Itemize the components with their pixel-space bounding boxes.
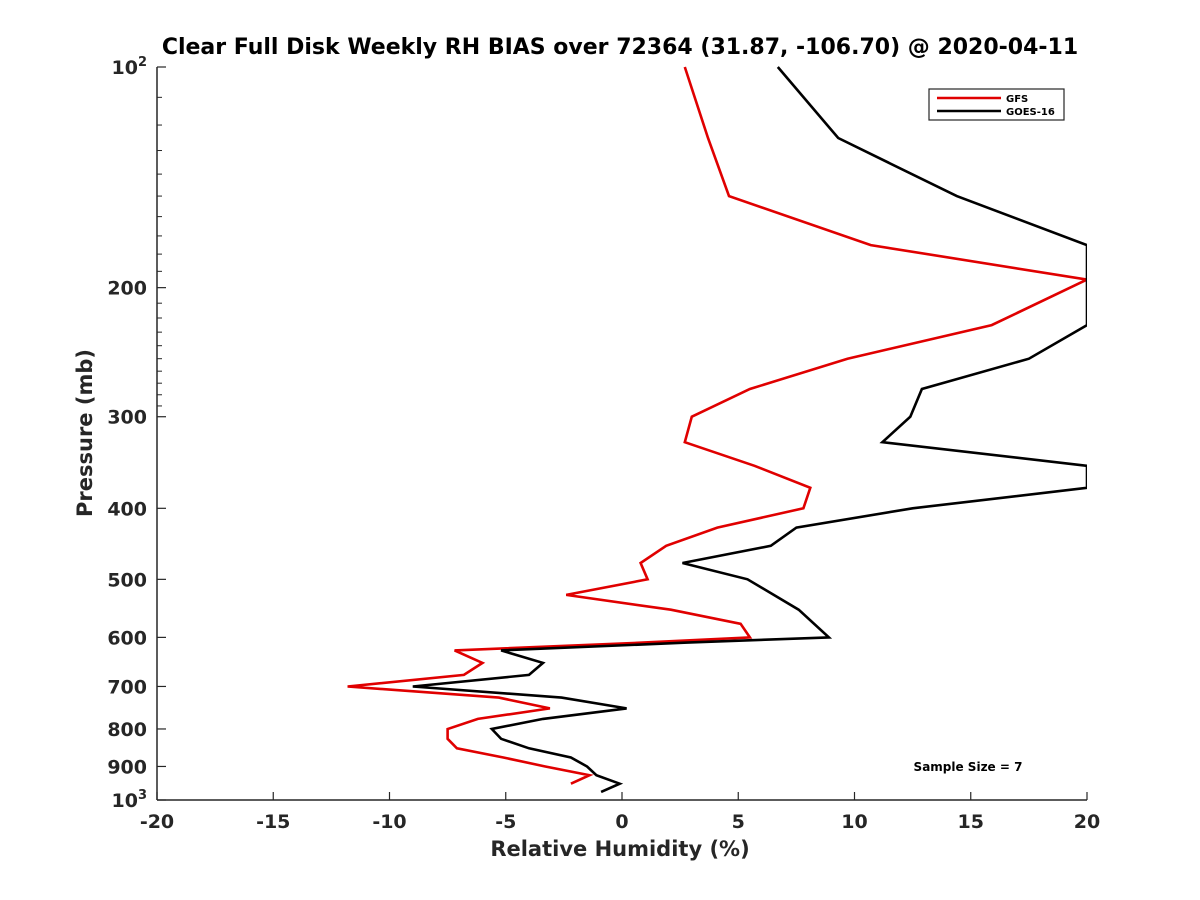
- y-tick-label: 900: [107, 756, 147, 778]
- series-layer: [347, 66, 1087, 794]
- y-tick-label: 800: [107, 719, 147, 741]
- y-tick-label: 600: [107, 627, 147, 649]
- x-tick-label: -20: [140, 811, 174, 833]
- x-tick-label: 15: [958, 811, 984, 833]
- y-tick-label: 103: [112, 788, 148, 812]
- x-tick-label: -5: [495, 811, 516, 833]
- x-tick-label: 0: [615, 811, 628, 833]
- sample-size-annotation: Sample Size = 7: [914, 760, 1023, 774]
- y-axis-label: Pressure (mb): [73, 349, 97, 517]
- x-ticks: -20 -15 -10 -5 0 5 10 15 20: [140, 792, 1100, 833]
- series-line-gfs: [347, 66, 1087, 785]
- legend-label: GFS: [1006, 94, 1028, 105]
- legend-box: [928, 88, 1065, 121]
- y-tick-label: 400: [107, 498, 147, 520]
- legend-label: GOES-16: [1006, 107, 1055, 118]
- chart-title: Clear Full Disk Weekly RH BIAS over 7236…: [162, 35, 1078, 60]
- y-tick-label: 500: [107, 569, 147, 591]
- x-tick-label: 20: [1074, 811, 1100, 833]
- y-tick-label: 200: [107, 278, 147, 300]
- x-tick-label: -10: [372, 811, 406, 833]
- y-tick-label: 102: [112, 55, 148, 79]
- y-tick-label: 700: [107, 676, 147, 698]
- y-tick-label: 300: [107, 407, 147, 429]
- x-tick-label: 10: [841, 811, 867, 833]
- legend: GFS GOES-16: [928, 88, 1065, 121]
- x-axis-label: Relative Humidity (%): [490, 837, 749, 861]
- x-tick-label: 5: [732, 811, 745, 833]
- x-tick-label: -15: [256, 811, 290, 833]
- series-line-goes-16: [412, 66, 1087, 794]
- y-ticks: 102 200 300 400 500 600 700 800 900 103: [107, 55, 166, 812]
